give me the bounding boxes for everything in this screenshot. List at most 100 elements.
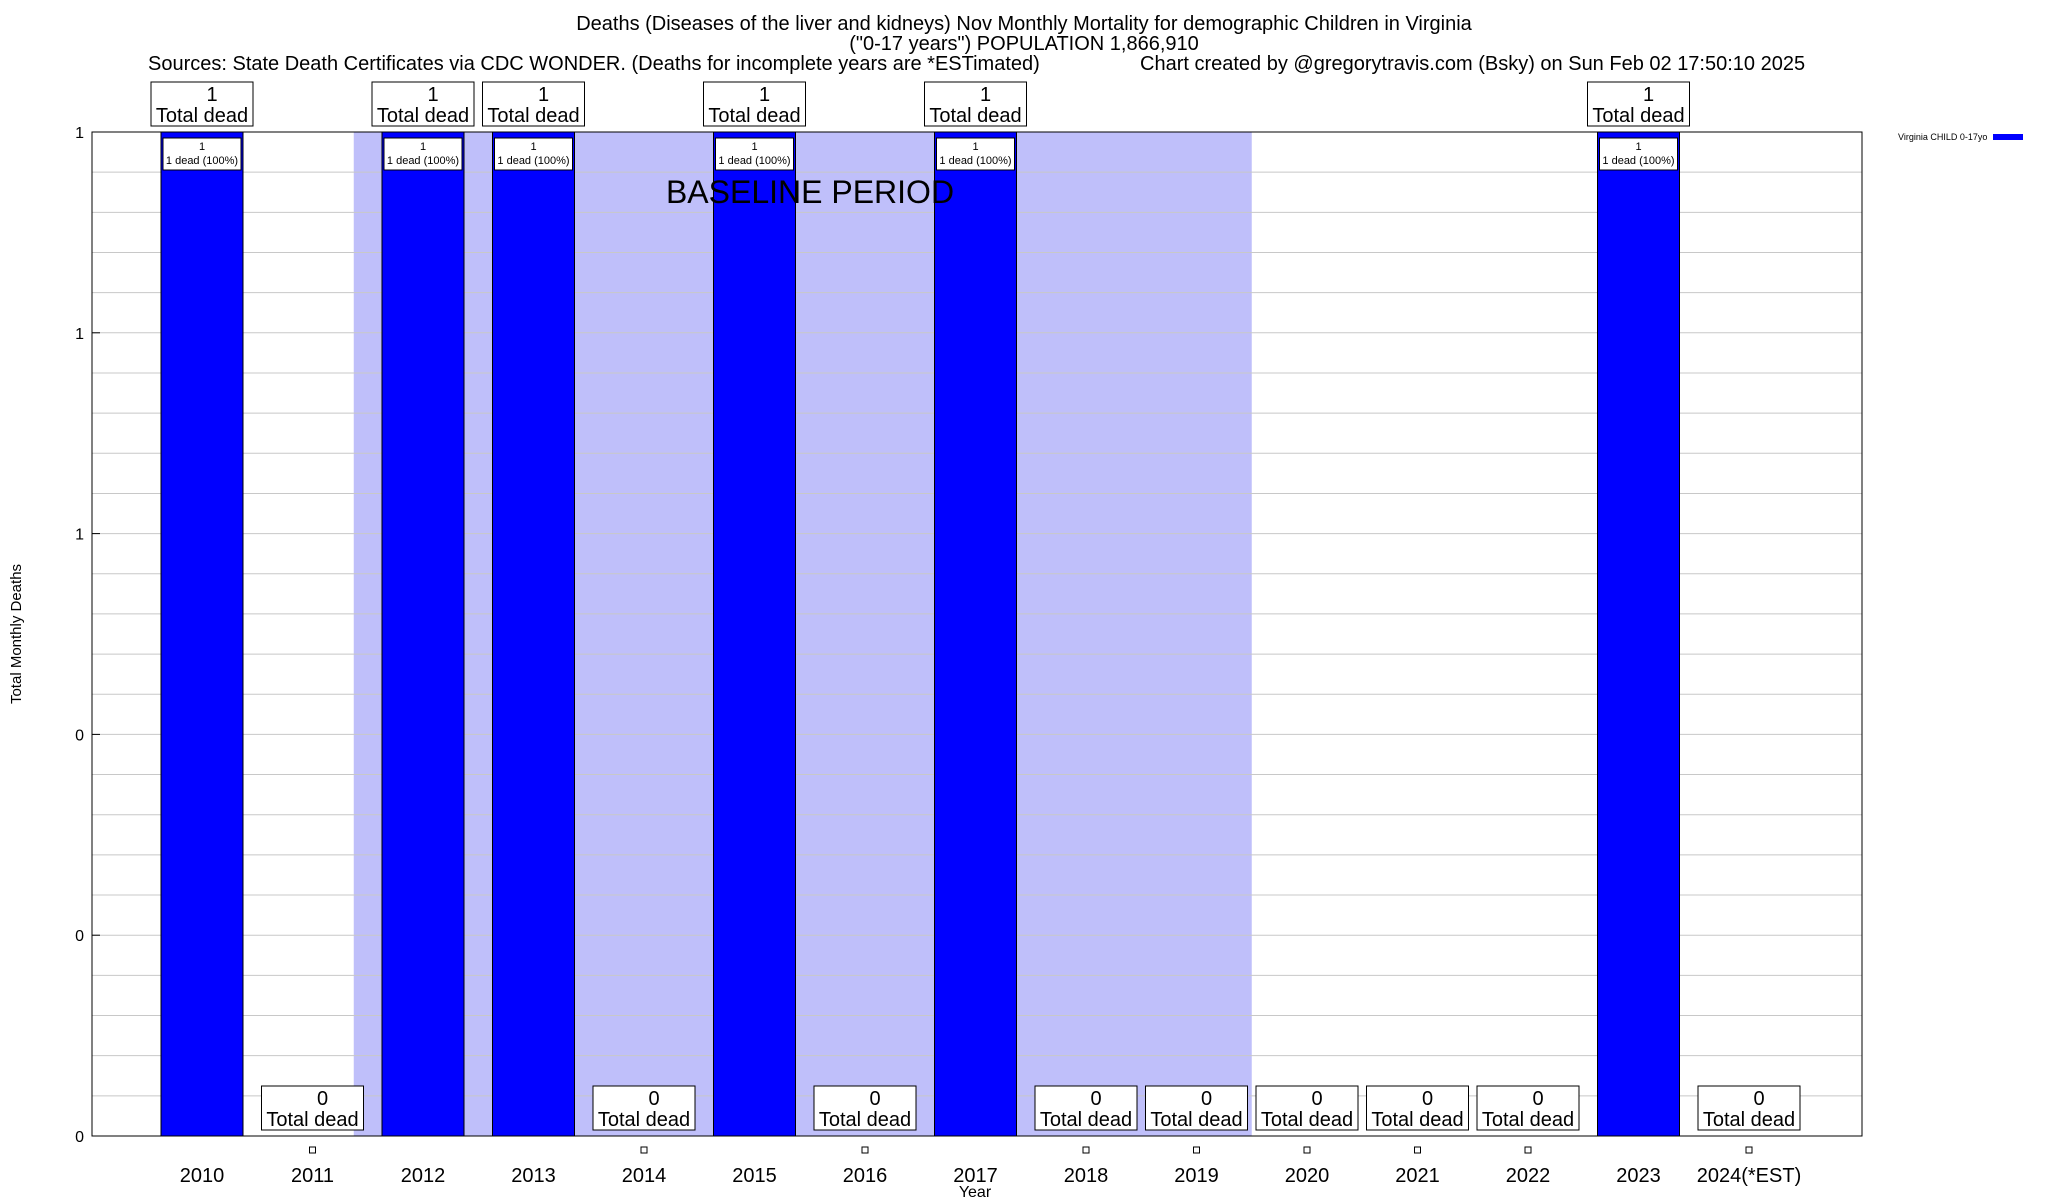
total-label: Total dead <box>1261 1109 1353 1131</box>
y-axis-label: Total Monthly Deaths <box>8 564 25 704</box>
total-count: 1 <box>1643 84 1654 106</box>
total-box <box>703 81 806 127</box>
y-tick-label: 0 <box>75 1129 84 1146</box>
total-label: Total dead <box>266 1109 358 1131</box>
total-count: 1 <box>206 84 217 106</box>
bar-2015 <box>713 131 796 1137</box>
total-box <box>482 81 585 127</box>
x-tick-label: 2015 <box>732 1165 777 1187</box>
total-count: 0 <box>1311 1088 1322 1110</box>
total-label: Total dead <box>1371 1109 1463 1131</box>
zero-marker <box>309 1146 316 1154</box>
total-label: Total dead <box>377 105 469 127</box>
x-tick-label: 2022 <box>1506 1165 1551 1187</box>
total-box <box>261 1085 364 1131</box>
legend-label: Virginia CHILD 0-17yo <box>1898 132 1988 142</box>
zero-marker <box>1303 1146 1311 1154</box>
bar-label-box <box>936 137 1015 171</box>
total-label: Total dead <box>156 105 248 127</box>
total-label: Total dead <box>1482 1109 1574 1131</box>
bar-label-count: 1 <box>420 141 426 153</box>
chart-title-line2: ("0-17 years") POPULATION 1,866,910 <box>849 33 1199 55</box>
x-tick-label: 2014 <box>622 1165 667 1187</box>
bar-label-count: 1 <box>530 141 536 153</box>
total-count: 0 <box>1201 1088 1212 1110</box>
total-count: 0 <box>1422 1088 1433 1110</box>
y-tick-label: 0 <box>75 727 84 744</box>
x-tick-label: 2020 <box>1285 1165 1330 1187</box>
total-box <box>371 81 475 127</box>
bar-label-count: 1 <box>1635 141 1641 153</box>
bar-2012 <box>381 131 465 1137</box>
bar-label-percent: 1 dead (100%) <box>497 155 569 167</box>
x-tick-label: 2023 <box>1616 1165 1661 1187</box>
zero-marker <box>1745 1146 1753 1154</box>
total-label: Total dead <box>598 1109 690 1131</box>
total-box <box>1697 1085 1801 1131</box>
zero-marker <box>1082 1146 1090 1154</box>
bar-label-percent: 1 dead (100%) <box>718 155 790 167</box>
total-box <box>150 81 254 127</box>
total-label: Total dead <box>929 105 1021 127</box>
total-box <box>1145 1085 1248 1131</box>
x-tick-label: 2011 <box>291 1165 334 1187</box>
total-box <box>1587 81 1690 127</box>
x-tick-label: 2018 <box>1064 1165 1109 1187</box>
total-count: 1 <box>759 84 770 106</box>
bar-label-count: 1 <box>751 141 757 153</box>
total-count: 1 <box>980 84 991 106</box>
total-box <box>1476 1085 1580 1131</box>
x-tick-label: 2012 <box>401 1165 446 1187</box>
plot-frame <box>91 131 1863 1137</box>
zero-marker <box>1193 1146 1200 1154</box>
legend-swatch <box>1993 134 2024 140</box>
y-tick-label: 1 <box>75 326 84 343</box>
total-box <box>1366 1085 1469 1131</box>
x-tick-label: 2010 <box>180 1165 225 1187</box>
y-tick-label: 0 <box>75 928 84 945</box>
x-tick-label: 2021 <box>1395 1165 1440 1187</box>
total-box <box>1034 1085 1138 1131</box>
total-label: Total dead <box>819 1109 911 1131</box>
zero-marker <box>1524 1146 1532 1154</box>
y-tick-label: 1 <box>75 125 84 142</box>
total-count: 0 <box>1753 1088 1764 1110</box>
chart-title-line1: Deaths (Diseases of the liver and kidney… <box>576 13 1472 35</box>
bar-label-percent: 1 dead (100%) <box>387 155 459 167</box>
bar-2010 <box>160 131 244 1137</box>
total-count: 0 <box>648 1088 659 1110</box>
total-box <box>592 1085 696 1131</box>
total-count: 1 <box>538 84 549 106</box>
bar-label-count: 1 <box>972 141 978 153</box>
total-count: 0 <box>1532 1088 1543 1110</box>
legend: Virginia CHILD 0-17yo <box>1898 132 2024 142</box>
total-label: Total dead <box>1040 1109 1132 1131</box>
total-box <box>924 81 1027 127</box>
total-count: 0 <box>1090 1088 1101 1110</box>
total-box <box>813 1085 917 1131</box>
bar-label-box <box>162 137 242 171</box>
bar-label-percent: 1 dead (100%) <box>939 155 1011 167</box>
bar-2013 <box>492 131 575 1137</box>
zero-marker <box>640 1146 648 1154</box>
bar-label-box <box>1599 137 1678 171</box>
baseline-period-label: BASELINE PERIOD <box>666 174 954 210</box>
chart-credit: Chart created by @gregorytravis.com (Bsk… <box>1140 53 1806 75</box>
x-tick-label: 2013 <box>511 1165 556 1187</box>
zero-marker <box>1414 1146 1421 1154</box>
x-tick-label: 2017 <box>953 1165 998 1187</box>
bar-label-box <box>494 137 573 171</box>
bar-2023 <box>1597 131 1680 1137</box>
total-label: Total dead <box>1592 105 1684 127</box>
x-tick-label: 2016 <box>843 1165 888 1187</box>
bar-2017 <box>934 131 1017 1137</box>
total-label: Total dead <box>708 105 800 127</box>
bar-label-box <box>383 137 463 171</box>
y-tick-label: 1 <box>75 527 84 544</box>
baseline-period-band <box>353 132 1252 1136</box>
total-count: 1 <box>427 84 438 106</box>
total-label: Total dead <box>1703 1109 1795 1131</box>
bar-label-percent: 1 dead (100%) <box>166 155 238 167</box>
bar-label-percent: 1 dead (100%) <box>1602 155 1674 167</box>
